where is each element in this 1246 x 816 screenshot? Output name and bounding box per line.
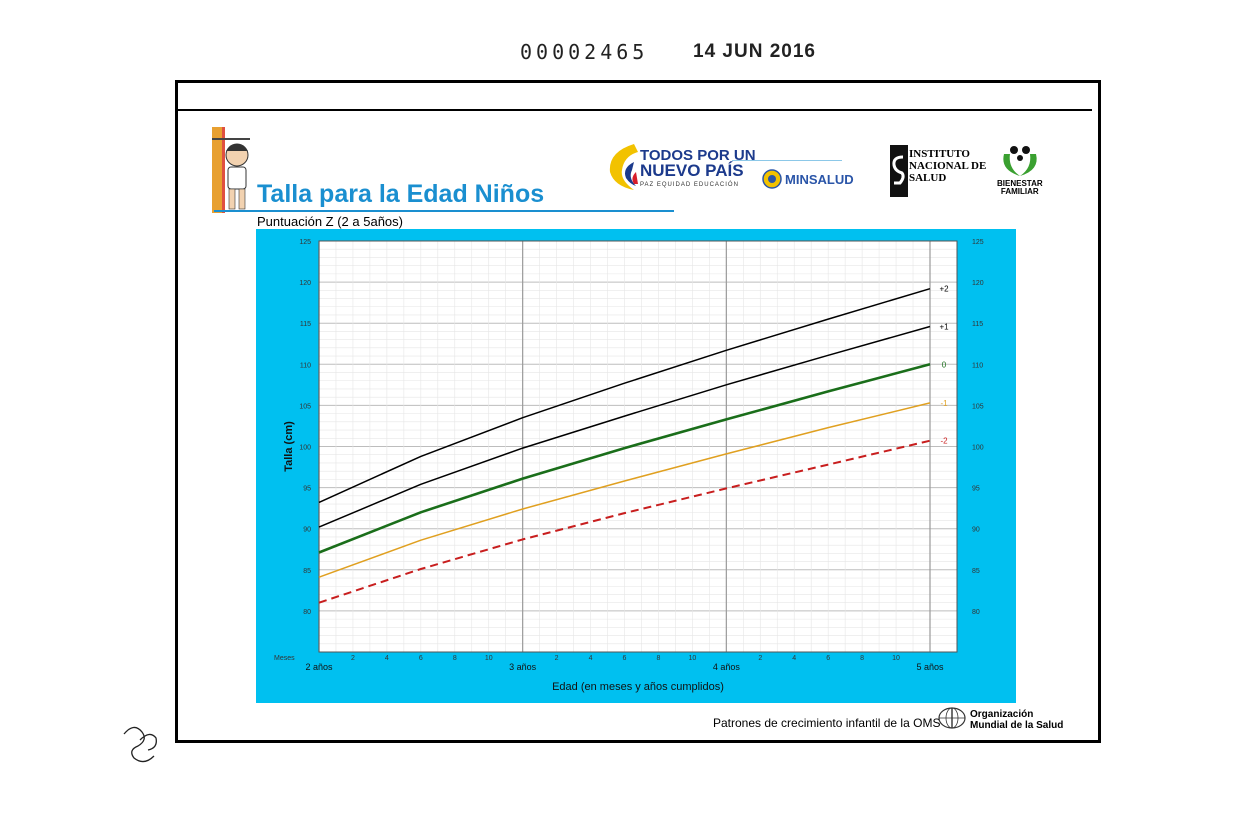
x-minor-tick-label: 8	[656, 655, 660, 662]
x-major-tick-label: 3 años	[509, 662, 537, 672]
y-tick-label-right: 110	[972, 362, 983, 369]
x-minor-tick-label: 10	[485, 655, 493, 662]
y-tick-label-left: 125	[299, 239, 311, 246]
ins-logo-icon	[890, 145, 908, 197]
x-minor-tick-label: 8	[860, 655, 864, 662]
y-tick-label-left: 105	[299, 403, 311, 410]
series-line-zplus1	[318, 325, 931, 528]
logo-ins-line1: INSTITUTO	[909, 148, 970, 160]
x-minor-tick-label: 6	[419, 655, 423, 662]
series-label-zplus2: +2	[939, 285, 949, 294]
x-major-tick-label: 5 años	[916, 662, 944, 672]
series-label-z0: 0	[942, 360, 947, 369]
x-minor-tick-label: 2	[351, 655, 355, 662]
logo-who-line2: Mundial de la Salud	[970, 720, 1064, 731]
y-tick-label-left: 85	[303, 568, 311, 575]
x-unit-label: Meses	[274, 655, 295, 662]
series-label-zplus1: +1	[939, 322, 949, 331]
y-tick-label-left: 110	[300, 362, 311, 369]
logo-todos-line1: TODOS POR UN	[640, 147, 756, 164]
x-minor-tick-label: 2	[555, 655, 559, 662]
x-minor-tick-label: 4	[589, 655, 593, 662]
logo-bien-line1: BIENESTAR	[997, 179, 1043, 188]
logo-ins-line2: NACIONAL DE	[909, 160, 987, 172]
title-underline	[214, 210, 674, 212]
y-tick-label-right: 85	[972, 568, 980, 575]
y-tick-label-left: 90	[303, 527, 311, 534]
y-tick-label-right: 125	[972, 239, 984, 246]
series-line-zminus1	[318, 402, 931, 578]
logo-who: Organización Mundial de la Salud	[970, 709, 1063, 731]
y-tick-label-right: 115	[972, 321, 983, 328]
logo-todos-line2: NUEVO PAÍS	[640, 161, 744, 180]
logo-ins-line3: SALUD	[909, 172, 947, 184]
plot-border	[318, 240, 958, 653]
x-major-tick-label: 2 años	[305, 662, 333, 672]
x-minor-tick-label: 10	[688, 655, 696, 662]
series-line-z0	[318, 363, 931, 554]
logo-bien-line2: FAMILIAR	[1000, 187, 1039, 196]
footer-caption: Patrones de crecimiento infantil de la O…	[713, 716, 941, 730]
logo-todos-line3: PAZ EQUIDAD EDUCACIÓN	[640, 182, 739, 188]
handwritten-signature	[123, 726, 157, 763]
series-label-zminus2: -2	[940, 437, 948, 446]
series-line-zminus2	[318, 439, 931, 604]
logo-who-line1: Organización	[970, 709, 1034, 720]
y-tick-label-left: 95	[303, 486, 311, 493]
x-minor-tick-label: 2	[758, 655, 762, 662]
y-tick-label-right: 80	[972, 609, 980, 616]
frame-divider	[178, 109, 1092, 111]
logo-instituto-nacional-de-salud: INSTITUTO NACIONAL DE SALUD	[909, 148, 986, 184]
y-tick-label-left: 115	[300, 321, 311, 328]
series-line-zplus2	[318, 287, 931, 504]
colombia-shield-icon	[762, 169, 782, 189]
x-minor-tick-label: 8	[453, 655, 457, 662]
series-label-zminus1: -1	[940, 399, 948, 408]
y-tick-label-left: 100	[299, 445, 311, 452]
x-minor-tick-label: 6	[623, 655, 627, 662]
y-tick-label-left: 120	[299, 280, 311, 287]
page-title: Talla para la Edad Niños	[257, 180, 545, 208]
bienestar-familiar-icon	[1003, 146, 1037, 176]
x-axis-label: Edad (en meses y años cumplidos)	[552, 681, 724, 693]
page-subtitle: Puntuación Z (2 a 5años)	[257, 214, 403, 229]
document-frame	[175, 80, 1101, 743]
todos-flag-icon	[609, 144, 638, 190]
y-tick-label-left: 80	[303, 609, 311, 616]
x-minor-tick-label: 4	[385, 655, 389, 662]
x-minor-tick-label: 4	[792, 655, 796, 662]
logo-bienestar-familiar: BIENESTAR FAMILIAR	[997, 180, 1043, 196]
logo-todos-por-un-nuevo-pais: TODOS POR UN NUEVO PAÍS PAZ EQUIDAD EDUC…	[640, 148, 756, 193]
y-tick-label-right: 100	[972, 445, 984, 452]
child-measuring-icon	[212, 127, 250, 213]
y-tick-label-right: 105	[972, 403, 984, 410]
y-tick-label-right: 120	[972, 280, 984, 287]
y-tick-label-right: 90	[972, 527, 980, 534]
logo-minsalud: MINSALUD	[785, 172, 854, 187]
logo-separator	[732, 160, 842, 161]
stamp-number: 00002465	[520, 40, 649, 64]
x-major-tick-label: 4 años	[713, 662, 741, 672]
stamp-date: 14 JUN 2016	[693, 41, 816, 62]
y-axis-label: Talla (cm)	[283, 421, 295, 472]
x-minor-tick-label: 10	[892, 655, 900, 662]
x-minor-tick-label: 6	[826, 655, 830, 662]
y-tick-label-right: 95	[972, 486, 980, 493]
who-emblem-icon	[938, 707, 966, 729]
